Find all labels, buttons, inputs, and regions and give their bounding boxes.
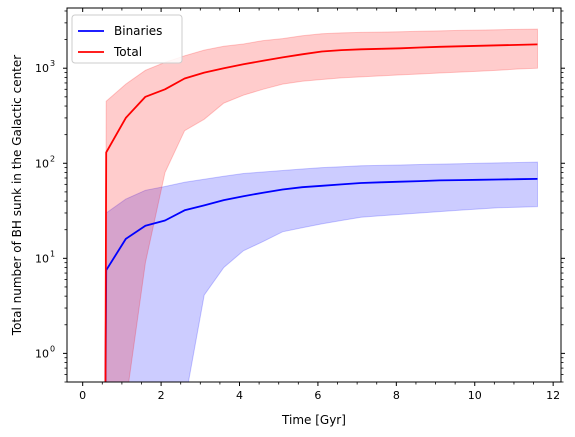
y-tick-label: 10: [35, 157, 49, 170]
line-total: [104, 43, 538, 382]
y-tick-exponent: 2: [50, 154, 55, 163]
x-tick-label: 12: [546, 389, 560, 402]
x-tick-label: 8: [393, 389, 400, 402]
y-tick-exponent: 0: [50, 344, 55, 353]
line-binaries: [104, 178, 538, 382]
x-axis-label: Time [Gyr]: [281, 413, 346, 427]
y-tick-label: 10: [35, 252, 49, 265]
series-lines: [104, 43, 538, 382]
x-tick-label: 10: [468, 389, 482, 402]
x-tick-label: 4: [236, 389, 243, 402]
legend-frame: [71, 14, 183, 64]
band-binaries: [104, 161, 538, 382]
y-tick-label: 10: [35, 62, 49, 75]
y-axis-label: Total number of BH sunk in the Galactic …: [10, 55, 24, 336]
x-tick-label: 2: [158, 389, 165, 402]
legend-label-binaries: Binaries: [114, 24, 162, 38]
x-tick-label: 6: [314, 389, 321, 402]
band-total: [104, 28, 538, 382]
legend-label-total: Total: [113, 45, 142, 59]
legend: Binaries Total: [71, 14, 183, 64]
y-tick-exponent: 3: [50, 59, 55, 68]
plot-frame: [66, 7, 562, 383]
y-tick-exponent: 1: [50, 249, 55, 258]
y-tick-label: 10: [35, 347, 49, 360]
x-tick-label: 0: [79, 389, 86, 402]
confidence-bands: [104, 28, 538, 382]
